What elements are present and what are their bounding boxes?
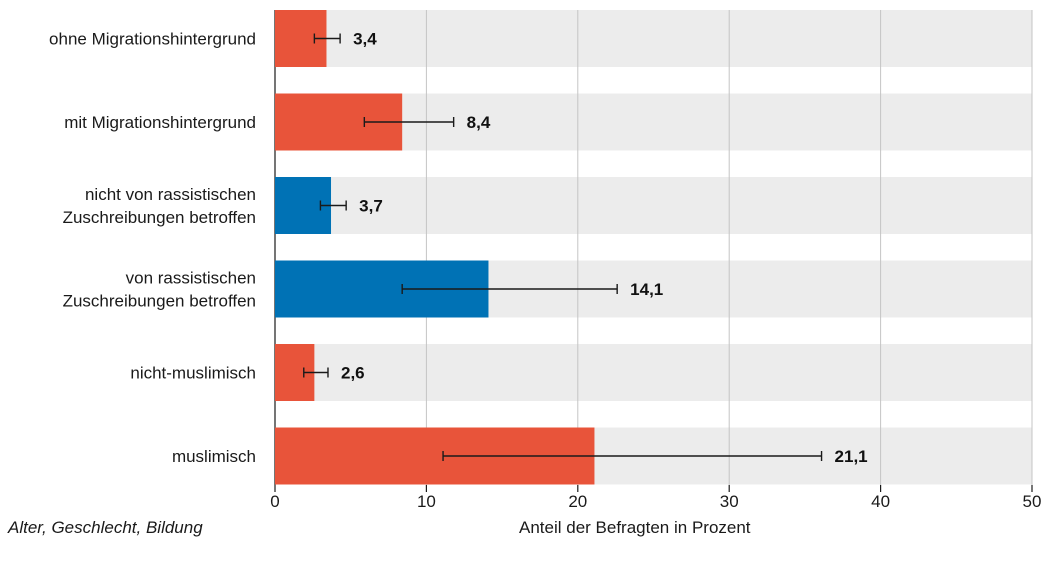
bar-chart: 0 10 20 30 40 50 3,4 ohne Migrationshintergrund… [49, 10, 1042, 510]
x-tick-label: 10 [417, 492, 436, 510]
x-tick-label: 50 [1023, 492, 1042, 510]
x-tick-label: 30 [720, 492, 739, 510]
category-label: nicht von rassistischen [85, 185, 256, 204]
data-label: 8,4 [467, 113, 491, 132]
x-tick-label: 20 [568, 492, 587, 510]
footnote: Alter, Geschlecht, Bildung [8, 518, 203, 537]
data-label: 3,7 [359, 197, 383, 216]
data-label: 21,1 [835, 447, 868, 466]
data-label: 14,1 [630, 280, 663, 299]
x-tick-label: 40 [871, 492, 890, 510]
category-label: muslimisch [172, 447, 256, 466]
background-band [275, 177, 1032, 234]
data-label: 2,6 [341, 364, 365, 383]
background-band [275, 10, 1032, 67]
data-label: 3,4 [353, 30, 377, 49]
background-band [275, 344, 1032, 401]
x-axis-label: Anteil der Befragten in Prozent [519, 518, 751, 537]
category-label: ohne Migrationshintergrund [49, 30, 256, 49]
category-label: Zuschreibungen betroffen [63, 208, 256, 227]
category-label: mit Migrationshintergrund [64, 113, 256, 132]
category-label: nicht-muslimisch [130, 364, 256, 383]
category-label: Zuschreibungen betroffen [63, 292, 256, 311]
x-tick-label: 0 [270, 492, 279, 510]
category-label: von rassistischen [126, 269, 256, 288]
